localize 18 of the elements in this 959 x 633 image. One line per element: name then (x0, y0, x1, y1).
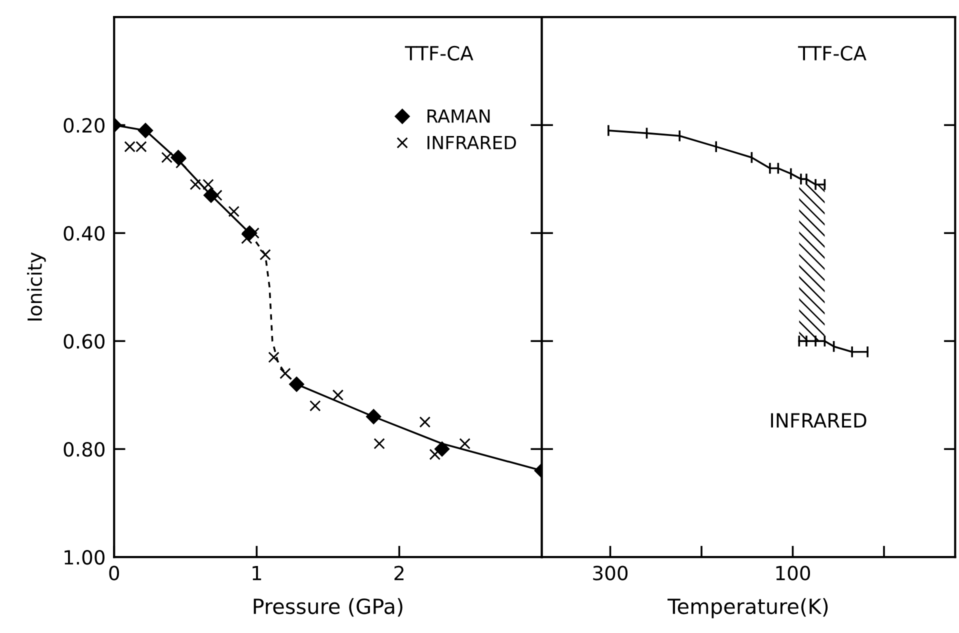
legend-label: INFRARED (428, 136, 516, 150)
x-axis-title: Pressure (GPa) (254, 598, 402, 617)
x-axis-title: Temperature(K) (668, 598, 828, 618)
y-tick-label: 0.60 (64, 334, 104, 349)
annotation: INFRARED (771, 413, 866, 428)
y-axis-title: Ionicity (27, 252, 46, 320)
x-tick-label: 0 (109, 566, 120, 580)
y-tick-label: 0.40 (64, 226, 104, 241)
x-tick-label: 100 (776, 566, 810, 580)
annotation: TTF-CA (798, 46, 866, 61)
legend-label: RAMAN (428, 109, 490, 123)
y-tick-label: 0.20 (64, 118, 104, 133)
annotation: TTF-CA (404, 46, 474, 61)
y-tick-label: 0.80 (64, 442, 104, 457)
x-tick-label: 300 (593, 566, 628, 580)
x-tick-label: 1 (252, 566, 262, 580)
y-tick-label: 1.00 (64, 550, 104, 565)
x-tick-label: 2 (394, 566, 404, 580)
